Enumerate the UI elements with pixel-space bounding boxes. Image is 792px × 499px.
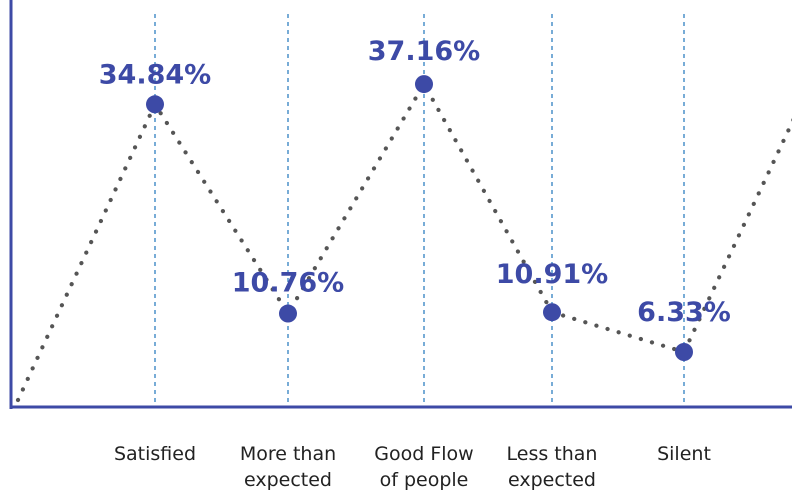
category-label-5-line-1: Silent <box>657 443 711 465</box>
data-point-1 <box>146 95 164 113</box>
category-guides <box>155 14 684 407</box>
data-markers <box>146 75 693 361</box>
data-point-5 <box>675 343 693 361</box>
data-point-2 <box>279 305 297 323</box>
value-label-4: 10.91% <box>496 259 608 290</box>
value-label-5: 6.33% <box>637 297 731 328</box>
category-label-4-line-2: expected <box>508 469 596 491</box>
category-label-2-line-1: More than <box>240 443 336 465</box>
value-labels: 34.84% 10.76% 37.16% 10.91% 6.33% <box>99 36 731 328</box>
category-label-2-line-2: expected <box>244 469 332 491</box>
data-point-4 <box>543 303 561 321</box>
category-label-1-line-1: Satisfied <box>114 443 196 465</box>
category-labels: Satisfied More than expected Good Flow of pe… <box>114 443 711 491</box>
value-label-2: 10.76% <box>232 268 344 299</box>
value-label-1: 34.84% <box>99 59 211 90</box>
data-point-3 <box>415 75 433 93</box>
category-label-3-line-2: of people <box>380 469 469 491</box>
value-label-3: 37.16% <box>368 36 480 67</box>
category-label-4-line-1: Less than <box>507 443 598 465</box>
category-label-3-line-1: Good Flow <box>374 443 473 465</box>
